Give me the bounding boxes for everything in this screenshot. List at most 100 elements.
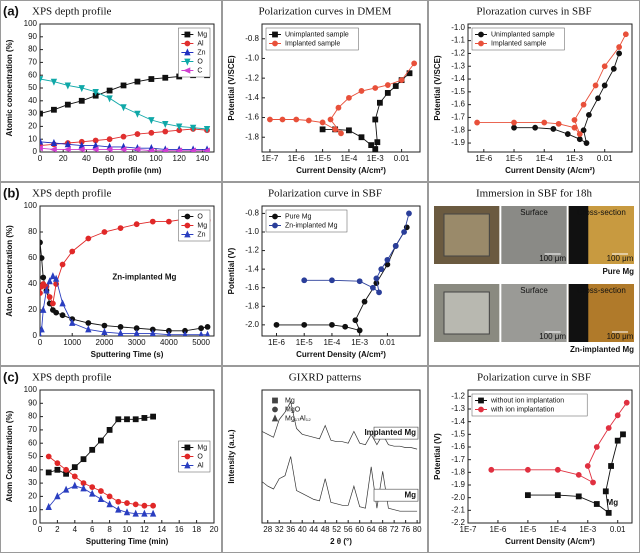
legend-label: O bbox=[197, 453, 203, 460]
sample bbox=[443, 291, 490, 335]
photo-label: Surface bbox=[520, 208, 548, 217]
marker bbox=[524, 492, 531, 499]
marker bbox=[184, 444, 191, 451]
marker bbox=[601, 63, 608, 70]
marker bbox=[98, 488, 104, 494]
legend-box bbox=[265, 27, 359, 51]
marker bbox=[101, 229, 108, 235]
y-tick-label: 70 bbox=[28, 58, 37, 67]
x-tick-label: 0 bbox=[38, 525, 43, 534]
marker bbox=[77, 146, 85, 152]
marker bbox=[134, 78, 141, 85]
y-tick-label: 0 bbox=[33, 147, 38, 156]
panel-title: Polarization curve in SBF bbox=[477, 372, 591, 384]
marker bbox=[63, 466, 69, 473]
marker bbox=[279, 116, 286, 123]
x-tick-label: 4000 bbox=[160, 338, 178, 347]
y-tick-label: 40 bbox=[28, 465, 37, 474]
x-tick-label: 3000 bbox=[128, 338, 146, 347]
marker bbox=[372, 116, 379, 123]
marker bbox=[85, 325, 92, 333]
x-tick-label: 68 bbox=[378, 525, 387, 534]
marker bbox=[595, 95, 601, 102]
row-caption: Pure Mg bbox=[602, 267, 634, 276]
x-tick-label: 1E-5 bbox=[296, 338, 313, 347]
x-tick-label: 1E-4 bbox=[549, 525, 566, 534]
x-tick-label: 0.01 bbox=[394, 154, 410, 163]
marker bbox=[149, 509, 157, 517]
x-axis-label: Current Density (A/cm²) bbox=[505, 166, 595, 175]
y-tick-label: -1.2 bbox=[451, 391, 465, 400]
x-tick-label: 2000 bbox=[96, 338, 114, 347]
panel-border bbox=[222, 366, 428, 553]
photo-label: Cross-section bbox=[577, 286, 626, 295]
marker bbox=[40, 76, 44, 84]
marker bbox=[584, 463, 591, 469]
marker bbox=[571, 117, 578, 123]
marker bbox=[45, 453, 52, 460]
marker bbox=[40, 255, 45, 261]
y-axis-label: Atom Concentration (%) bbox=[5, 225, 14, 317]
marker bbox=[372, 146, 379, 152]
y-tick-label: 60 bbox=[28, 253, 37, 262]
panel-title: GIXRD patterns bbox=[289, 372, 361, 384]
panel-label: (c) bbox=[3, 369, 19, 384]
x-tick-label: 1E-6 bbox=[288, 154, 305, 163]
marker bbox=[319, 126, 326, 133]
marker bbox=[576, 136, 583, 143]
marker bbox=[69, 248, 76, 255]
marker bbox=[411, 60, 418, 67]
marker bbox=[46, 277, 53, 285]
marker bbox=[59, 312, 66, 319]
y-tick-label: -1.0 bbox=[245, 54, 259, 63]
marker bbox=[532, 124, 539, 131]
marker bbox=[106, 427, 113, 433]
y-tick-label: -2.2 bbox=[451, 518, 465, 527]
marker bbox=[358, 134, 365, 141]
x-tick-label: 1E-6 bbox=[489, 525, 506, 534]
marker bbox=[329, 321, 335, 328]
y-tick-label: -1.0 bbox=[451, 23, 465, 32]
marker bbox=[184, 31, 191, 38]
marker bbox=[162, 74, 169, 81]
x-tick-label: 76 bbox=[401, 525, 410, 534]
marker bbox=[101, 327, 108, 335]
x-tick-label: 48 bbox=[321, 525, 330, 534]
x-tick-label: 8 bbox=[107, 525, 112, 534]
marker bbox=[384, 256, 391, 263]
marker bbox=[605, 425, 612, 431]
x-tick-label: 1E-5 bbox=[506, 154, 523, 163]
marker bbox=[184, 213, 191, 220]
marker bbox=[175, 147, 183, 152]
y-tick-label: 80 bbox=[28, 227, 37, 236]
marker bbox=[89, 446, 96, 453]
marker bbox=[85, 235, 92, 242]
legend-box bbox=[471, 27, 565, 51]
marker bbox=[605, 509, 612, 516]
marker bbox=[203, 126, 211, 134]
x-tick-label: 12 bbox=[140, 525, 149, 534]
marker bbox=[120, 133, 127, 140]
x-tick-label: 1E-6 bbox=[475, 154, 492, 163]
marker bbox=[616, 44, 623, 50]
marker bbox=[106, 500, 113, 508]
marker bbox=[149, 329, 156, 336]
legend-label: Unimplanted sample bbox=[491, 31, 555, 38]
marker bbox=[601, 82, 608, 89]
marker bbox=[356, 278, 363, 285]
x-tick-label: 80 bbox=[128, 154, 137, 163]
plot-frame bbox=[467, 389, 633, 524]
marker bbox=[373, 280, 380, 286]
y-tick-label: -1.4 bbox=[245, 264, 259, 273]
marker bbox=[132, 501, 139, 508]
marker bbox=[78, 85, 85, 93]
y-tick-label: 0 bbox=[33, 331, 38, 340]
marker bbox=[478, 40, 484, 47]
marker bbox=[117, 329, 124, 336]
marker bbox=[564, 131, 571, 137]
plot-frame bbox=[467, 23, 633, 153]
marker bbox=[184, 461, 191, 469]
y-tick-label: 80 bbox=[28, 45, 37, 54]
x-tick-label: 14 bbox=[157, 525, 166, 534]
marker bbox=[50, 78, 58, 86]
